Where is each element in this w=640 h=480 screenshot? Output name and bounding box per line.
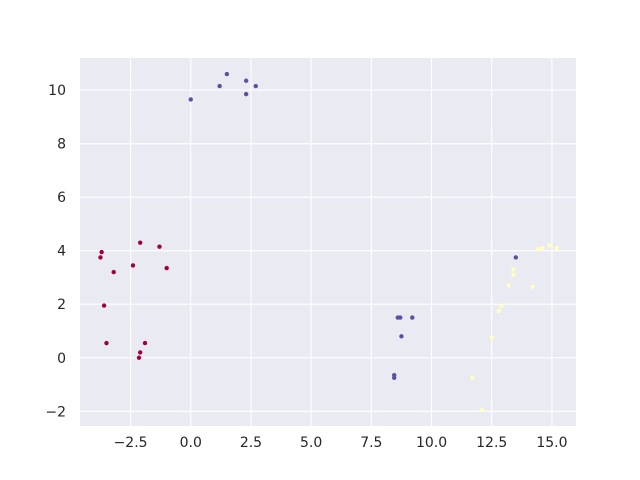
data-point <box>398 315 403 320</box>
data-point <box>157 244 162 249</box>
x-tick-label: 0.0 <box>180 435 202 451</box>
data-point <box>99 249 104 255</box>
x-tick-label: −2.5 <box>114 435 148 451</box>
data-point <box>243 78 249 83</box>
data-point <box>499 303 504 308</box>
data-point <box>217 83 222 89</box>
data-point <box>540 245 545 251</box>
data-point <box>506 283 511 288</box>
x-tick-label: 5.0 <box>300 435 322 451</box>
data-point <box>188 97 193 102</box>
plot-area <box>80 58 576 426</box>
data-point <box>111 269 116 275</box>
y-tick-label: 2 <box>57 297 66 313</box>
data-point <box>137 240 143 245</box>
data-point <box>101 303 107 308</box>
x-tick-label: 10.0 <box>416 435 447 451</box>
data-point <box>511 272 516 277</box>
y-tick-label: −2 <box>45 404 66 420</box>
x-tick-label: 15.0 <box>536 435 567 451</box>
data-point <box>554 245 559 251</box>
data-point <box>530 284 535 290</box>
data-point <box>253 83 258 89</box>
data-point <box>535 247 540 252</box>
data-point <box>104 340 109 346</box>
data-point <box>511 267 516 272</box>
data-point <box>243 91 249 97</box>
data-point <box>224 71 230 77</box>
y-tick-label: 10 <box>48 83 66 99</box>
data-point <box>489 335 494 340</box>
y-tick-label: 4 <box>57 244 66 260</box>
data-points <box>98 71 559 413</box>
data-point <box>164 265 169 271</box>
x-tick-label: 7.5 <box>360 435 382 451</box>
y-tick-label: 8 <box>57 137 66 153</box>
grid-lines <box>80 58 576 426</box>
y-tick-label: 0 <box>57 351 66 367</box>
data-point <box>470 375 475 381</box>
data-point <box>399 334 404 339</box>
data-point <box>136 355 142 360</box>
data-point <box>479 407 485 413</box>
data-point <box>98 255 103 260</box>
data-point <box>547 243 552 248</box>
data-point <box>496 308 502 314</box>
tick-labels: −2.5 0.0 2.5 5.0 7.5 10.0 12.5 15.0 −2 0 2 4 6 8 10 <box>45 83 567 451</box>
data-point <box>137 350 143 355</box>
x-tick-label: 2.5 <box>240 435 262 451</box>
data-point <box>410 315 415 320</box>
data-point <box>130 263 136 268</box>
x-tick-label: 12.5 <box>476 435 507 451</box>
data-point <box>513 255 519 260</box>
y-tick-label: 6 <box>57 190 66 206</box>
data-point <box>142 340 148 346</box>
data-point <box>392 375 397 381</box>
